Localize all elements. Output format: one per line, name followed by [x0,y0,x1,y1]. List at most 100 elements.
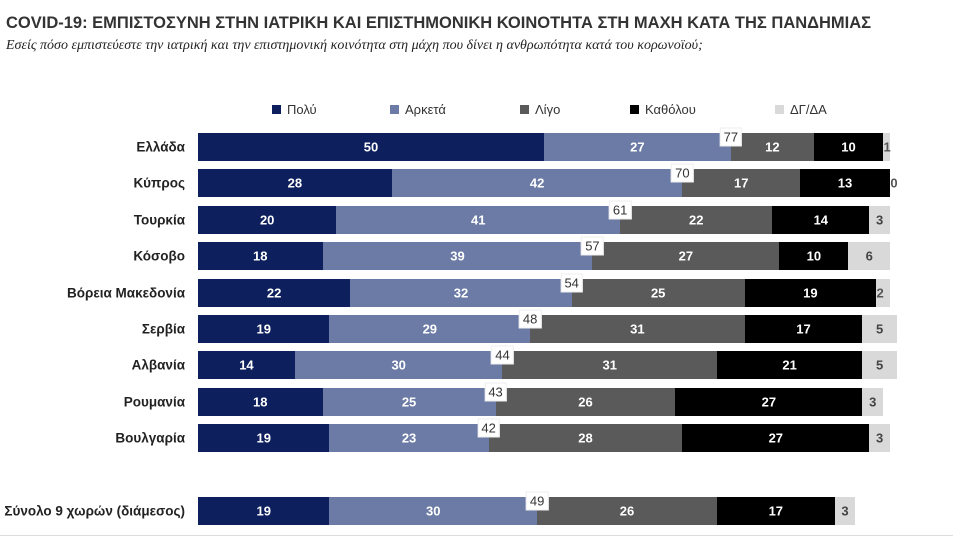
category-label: Κύπρος [133,175,185,191]
value-label: 12 [765,139,780,155]
total-label: 42 [477,418,500,438]
value-label: 26 [578,394,593,410]
legend-swatch [775,105,784,114]
value-label: 19 [256,503,271,519]
category-label: Σερβία [141,321,185,337]
value-label: 31 [630,321,645,337]
bar-segment [571,278,745,307]
value-label: 25 [650,285,666,301]
value-label: 22 [689,212,704,228]
bottom-rule [0,535,953,536]
value-label: 41 [471,212,486,228]
value-label: 23 [401,430,417,446]
bar-segment [350,278,572,307]
value-label: 2 [876,285,884,301]
bar-segment [336,205,621,234]
bar-segment [779,242,849,271]
category-label: Κόσοβο [133,248,185,264]
bar-segment [772,205,870,234]
value-label: 27 [630,139,645,155]
value-label: 3 [875,430,884,446]
legend-item: Πολύ [272,102,317,117]
value-label: 30 [426,503,441,519]
value-label: 14 [813,212,829,228]
bar-segment [198,205,337,234]
bar-segment [675,387,863,416]
total-label: 54 [560,273,583,293]
value-label: 1 [883,139,891,155]
bar-segment [592,242,780,271]
legend-swatch [630,105,639,114]
bar-segment [391,169,683,198]
bar-segment [198,242,323,271]
legend-item: Καθόλου [630,102,696,117]
legend-label: Πολύ [287,102,317,117]
value-label: 31 [602,357,617,373]
value-label: 3 [841,503,849,519]
bar-segment [717,351,863,380]
value-label: 17 [768,503,784,519]
total-label: 43 [484,382,507,402]
bar-segment [329,497,538,525]
bar-segment [198,351,295,380]
chart-subtitle: Εσείς πόσο εμπιστεύεστε την ιατρική και … [6,38,703,53]
legend-item: Αρκετά [390,102,446,117]
category-label: Βόρεια Μακεδονία [66,285,185,301]
value-label: 27 [768,430,784,446]
value-label: 28 [578,430,593,446]
value-label: 22 [266,285,282,301]
bar-segment [198,315,330,343]
value-label: 30 [391,357,406,373]
legend-item: Λίγο [520,102,560,117]
value-label: 14 [239,357,254,373]
bar-segment [717,497,835,525]
bar-segment [848,242,890,271]
value-label: 17 [733,175,749,191]
bar-segment [495,387,676,416]
total-label: 57 [581,236,604,256]
legend-swatch [272,105,281,114]
bar-segment [198,169,392,198]
value-label: 19 [256,321,271,337]
value-label: 26 [619,503,635,519]
category-label: Ρουμανία [123,394,185,410]
value-label: 5 [875,321,884,337]
legend-label: Αρκετά [405,102,446,117]
total-label: 48 [518,309,542,329]
bar-segment [744,278,877,307]
value-label: 28 [287,175,303,191]
bar-segment [744,315,863,343]
bar-segment [869,424,890,453]
legend-swatch [390,105,399,114]
value-label: 13 [837,175,853,191]
value-label: 27 [761,394,777,410]
legend-swatch [520,105,529,114]
value-label: 10 [806,248,822,264]
value-label: 32 [453,285,469,301]
value-label: 3 [875,212,884,228]
category-label: Ελλάδα [136,139,185,155]
bar-segment [682,169,801,198]
category-label: Σύνολο 9 χωρών (διάμεσος) [4,503,185,519]
value-label: 18 [253,394,268,410]
legend-label: Καθόλου [645,102,696,117]
bar-segment [322,242,593,271]
bar-segment [682,424,870,453]
category-label: Αλβανία [131,357,185,373]
bar-segment [620,205,773,234]
legend-label: Λίγο [535,102,561,117]
value-label: 5 [875,357,884,373]
value-label: 29 [422,321,438,337]
bar-segment [834,497,856,525]
bar-segment [322,387,496,416]
bar-segment [530,315,745,343]
total-label: 49 [525,491,549,511]
value-label: 0 [890,175,898,191]
bar-segment [800,169,890,198]
total-label: 61 [608,200,632,220]
category-label: Τουρκία [133,212,185,228]
bar-segment [537,497,717,525]
legend-label: ΔΓ/ΔΑ [790,102,827,117]
category-label: Βουλγαρία [115,430,185,446]
bar-segment [198,497,330,525]
